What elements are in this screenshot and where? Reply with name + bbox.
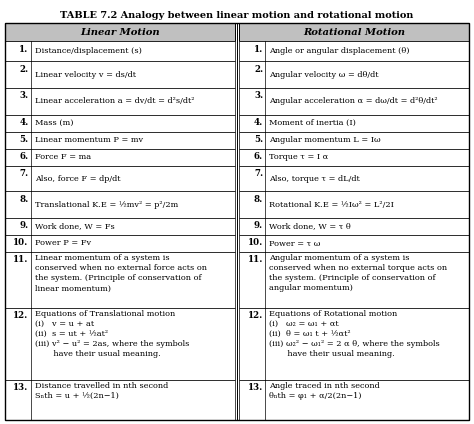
Text: 12.: 12. (248, 311, 263, 320)
Text: Also, force F = dp/dt: Also, force F = dp/dt (35, 175, 120, 182)
Bar (5, 380, 235, 420)
Text: 3.: 3. (19, 92, 28, 100)
Bar (5, 23, 235, 41)
Text: Work done, W = τ θ: Work done, W = τ θ (269, 223, 351, 231)
Text: 13.: 13. (248, 383, 263, 392)
Text: Linear momentum of a system is
conserved when no external force acts on
the syst: Linear momentum of a system is conserved… (35, 254, 207, 293)
Text: Angular momentum L = Iω: Angular momentum L = Iω (269, 136, 381, 144)
Text: 8.: 8. (254, 195, 263, 204)
Text: Distance travelled in nth second
Sₙth = u + ½(2n−1): Distance travelled in nth second Sₙth = … (35, 382, 168, 400)
Text: Linear momentum P = mv: Linear momentum P = mv (35, 136, 143, 144)
Bar (239, 308, 469, 380)
Text: Equations of Rotational motion
(i)   ω₂ = ω₁ + αt
(ii)  θ = ω₁ t + ½αt²
(iii) ω₂: Equations of Rotational motion (i) ω₂ = … (269, 310, 440, 358)
Text: 5.: 5. (19, 135, 28, 144)
Bar (239, 23, 469, 41)
Bar (5, 191, 235, 218)
Text: 9.: 9. (19, 221, 28, 230)
Text: TABLE 7.2 Analogy between linear motion and rotational motion: TABLE 7.2 Analogy between linear motion … (60, 11, 414, 20)
Text: 11.: 11. (248, 255, 263, 265)
Bar (239, 149, 469, 166)
Text: Mass (m): Mass (m) (35, 119, 73, 127)
Bar (5, 132, 235, 149)
Text: Angular acceleration α = dω/dt = d²θ/dt²: Angular acceleration α = dω/dt = d²θ/dt² (269, 97, 438, 105)
Text: Angle traced in nth second
θₙth = φ₁ + α/2(2n−1): Angle traced in nth second θₙth = φ₁ + α… (269, 382, 380, 400)
Bar (5, 235, 235, 252)
Text: 12.: 12. (13, 311, 28, 320)
Bar (5, 114, 235, 132)
Text: Rotational Motion: Rotational Motion (303, 28, 405, 37)
Text: 7.: 7. (254, 169, 263, 178)
Text: Moment of inertia (I): Moment of inertia (I) (269, 119, 356, 127)
Text: Rotational K.E = ½Iω² = L²/2I: Rotational K.E = ½Iω² = L²/2I (269, 201, 394, 209)
Text: 1.: 1. (19, 45, 28, 53)
Bar (5, 166, 235, 191)
Text: 11.: 11. (13, 255, 28, 265)
Text: Force F = ma: Force F = ma (35, 153, 91, 161)
Text: Distance/displacement (s): Distance/displacement (s) (35, 47, 141, 55)
Bar (239, 61, 469, 88)
Text: 4.: 4. (19, 118, 28, 127)
Bar (239, 41, 469, 61)
Bar (5, 41, 235, 61)
Text: Equations of Translational motion
(i)   v = u + at
(ii)  s = ut + ½at²
(iii) v² : Equations of Translational motion (i) v … (35, 310, 189, 358)
Text: 7.: 7. (19, 169, 28, 178)
Text: 8.: 8. (19, 195, 28, 204)
Text: 10.: 10. (13, 238, 28, 247)
Bar (5, 61, 235, 88)
Text: 10.: 10. (248, 238, 263, 247)
Text: 6.: 6. (254, 152, 263, 161)
Text: 1.: 1. (254, 45, 263, 53)
Text: Translational K.E = ½mv² = p²/2m: Translational K.E = ½mv² = p²/2m (35, 201, 178, 209)
Bar (239, 235, 469, 252)
Text: Power P = Fv: Power P = Fv (35, 240, 91, 248)
Bar (239, 252, 469, 308)
Bar (239, 88, 469, 114)
Text: Linear acceleration a = dv/dt = d²s/dt²: Linear acceleration a = dv/dt = d²s/dt² (35, 97, 194, 105)
Text: Work done, W = Fs: Work done, W = Fs (35, 223, 114, 231)
Text: Torque τ = I α: Torque τ = I α (269, 153, 328, 161)
Text: 13.: 13. (13, 383, 28, 392)
Text: Linear velocity v = ds/dt: Linear velocity v = ds/dt (35, 71, 136, 79)
Text: Linear Motion: Linear Motion (80, 28, 159, 37)
Text: 9.: 9. (254, 221, 263, 230)
Text: 2.: 2. (19, 65, 28, 74)
Bar (239, 132, 469, 149)
Bar (239, 218, 469, 235)
Text: Angle or angular displacement (θ): Angle or angular displacement (θ) (269, 47, 410, 55)
Text: 3.: 3. (254, 92, 263, 100)
Text: 6.: 6. (19, 152, 28, 161)
Text: 4.: 4. (254, 118, 263, 127)
Text: 5.: 5. (254, 135, 263, 144)
Text: Power = τ ω: Power = τ ω (269, 240, 320, 248)
Bar (239, 166, 469, 191)
Bar (5, 218, 235, 235)
Bar (5, 252, 235, 308)
Bar (239, 191, 469, 218)
Bar (5, 308, 235, 380)
Text: Angular velocity ω = dθ/dt: Angular velocity ω = dθ/dt (269, 71, 379, 79)
Text: Angular momentum of a system is
conserved when no external torque acts on
the sy: Angular momentum of a system is conserve… (269, 254, 447, 293)
Bar (239, 114, 469, 132)
Bar (239, 380, 469, 420)
Bar (5, 88, 235, 114)
Text: 2.: 2. (254, 65, 263, 74)
Bar (5, 149, 235, 166)
Text: Also, torque τ = dL/dt: Also, torque τ = dL/dt (269, 175, 360, 182)
